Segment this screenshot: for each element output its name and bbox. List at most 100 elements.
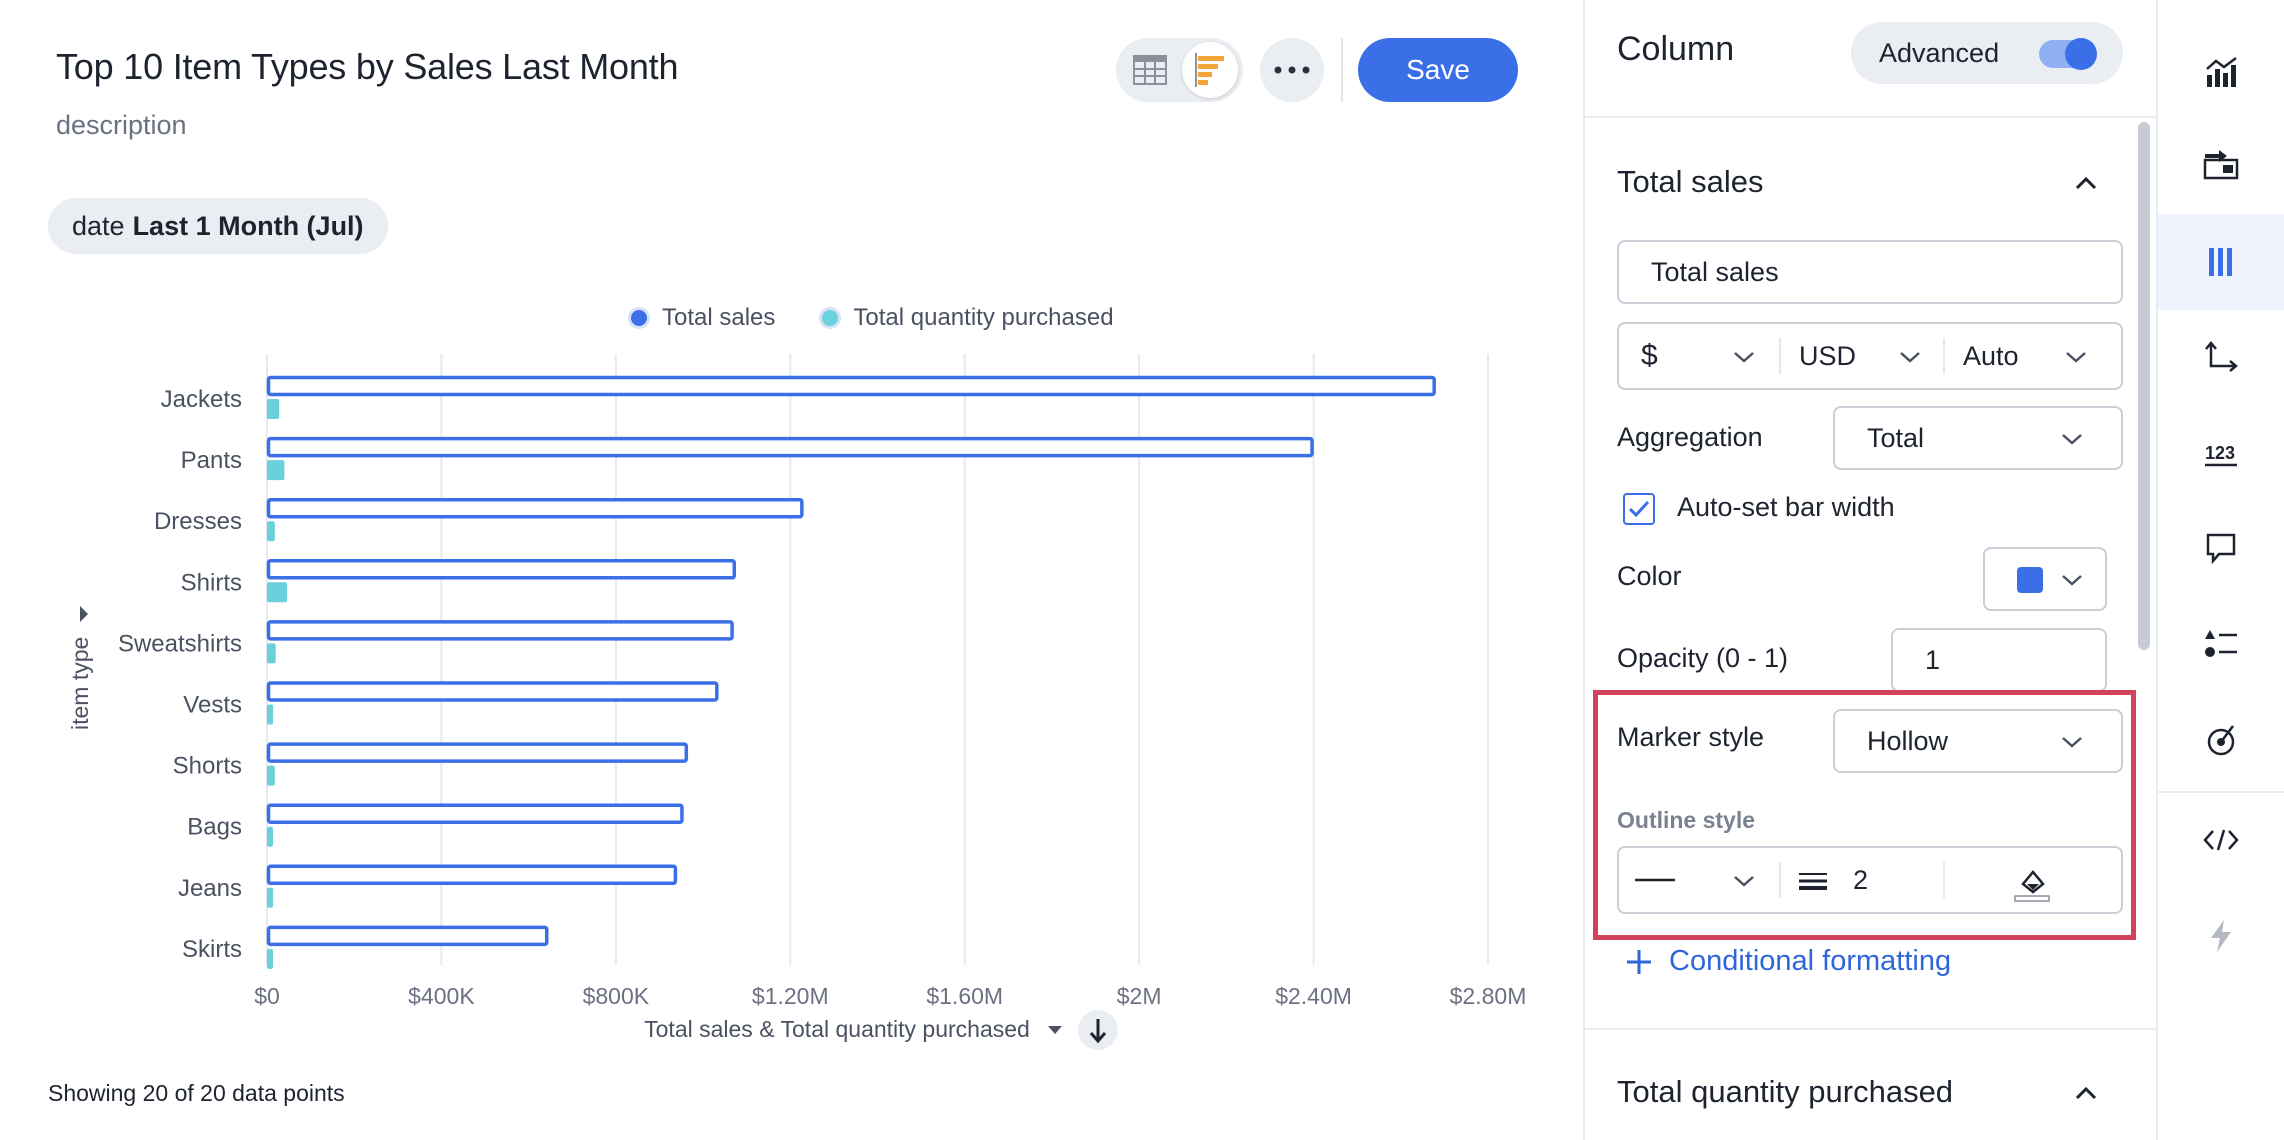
bar-total-quantity xyxy=(267,887,274,908)
bar-total-sales xyxy=(266,803,684,824)
column-name-input[interactable]: Total sales xyxy=(1617,240,2123,304)
autoset-bar-width-checkbox[interactable] xyxy=(1623,493,1655,525)
bar-total-quantity xyxy=(267,460,285,481)
y-tick-label: Vests xyxy=(183,692,242,719)
rail-configure-button[interactable] xyxy=(2158,116,2284,212)
bar-total-sales xyxy=(266,925,549,947)
bar-total-sales xyxy=(266,742,689,763)
chevron-up-icon[interactable] xyxy=(2071,168,2101,198)
bar-total-quantity xyxy=(267,643,276,664)
chart-description[interactable]: description xyxy=(56,110,187,140)
rail-number-button[interactable]: 123 xyxy=(2158,406,2284,502)
filter-key: date xyxy=(72,210,125,241)
tooltip-icon xyxy=(2206,533,2236,564)
y-tick-label: Pants xyxy=(181,447,242,474)
rail-tooltip-button[interactable] xyxy=(2158,500,2284,596)
y-tick-label: Shirts xyxy=(181,569,242,596)
x-tick-label: $2M xyxy=(1117,983,1162,1009)
bar-total-sales xyxy=(266,436,1314,458)
y-tick-label: Skirts xyxy=(182,936,242,963)
legend-dot-total-quantity xyxy=(819,307,842,329)
sort-arrow-head xyxy=(1089,1032,1107,1044)
bar-total-sales xyxy=(266,864,678,886)
lightning-icon xyxy=(2211,920,2231,952)
aggregation-select[interactable]: Total xyxy=(1833,406,2123,470)
marker-style-label: Marker style xyxy=(1617,722,1765,752)
chevron-down-icon[interactable] xyxy=(1899,350,1921,364)
line-width-value[interactable]: 2 xyxy=(1853,864,1869,895)
color-swatch xyxy=(2017,567,2043,593)
section-title-total-sales: Total sales xyxy=(1617,164,1764,199)
data-points-count: Showing 20 of 20 data points xyxy=(48,1080,345,1106)
line-width-icon xyxy=(1799,873,1827,890)
bar-total-sales xyxy=(266,497,804,519)
more-options-button[interactable] xyxy=(1260,38,1324,102)
currency-code[interactable]: USD xyxy=(1799,340,1857,371)
y-tick-label: Shorts xyxy=(173,753,242,780)
bar-total-sales xyxy=(266,681,719,702)
number-icon: 123 xyxy=(2205,443,2237,467)
opacity-input[interactable]: 1 xyxy=(1891,628,2107,692)
configure-icon xyxy=(2203,150,2239,180)
save-button[interactable]: Save xyxy=(1358,38,1518,102)
svg-text:123: 123 xyxy=(2205,443,2235,463)
bar-total-quantity xyxy=(267,521,275,542)
icon-rail: 123 xyxy=(2156,0,2284,1140)
autoset-bar-width-label: Auto-set bar width xyxy=(1677,492,1895,522)
bar-total-quantity xyxy=(267,948,273,969)
chevron-down-icon[interactable] xyxy=(2065,350,2087,364)
sort-button[interactable] xyxy=(1078,1010,1118,1050)
table-icon xyxy=(1133,55,1167,85)
rail-legend-button[interactable] xyxy=(2158,596,2284,692)
chevron-down-icon[interactable] xyxy=(1733,874,1755,888)
y-axis-caret-icon xyxy=(80,606,88,622)
rail-code-button[interactable] xyxy=(2158,792,2284,888)
chart-area: Top 10 Item Types by Sales Last Month de… xyxy=(48,38,1526,1106)
outline-style-group: 2 xyxy=(1617,846,2123,914)
conditional-formatting-link[interactable]: Conditional formatting xyxy=(1625,945,1951,978)
bar-chart-icon xyxy=(1195,53,1224,87)
x-tick-label: $1.60M xyxy=(926,983,1003,1009)
x-axis-caret-icon xyxy=(1048,1026,1062,1034)
color-label: Color xyxy=(1617,561,1682,591)
color-picker[interactable] xyxy=(1983,547,2107,611)
y-tick-label: Jeans xyxy=(178,875,242,902)
chevron-down-icon[interactable] xyxy=(1733,350,1755,364)
date-filter-chip[interactable]: date Last 1 Month (Jul) xyxy=(48,198,388,254)
rail-axes-button[interactable] xyxy=(2158,310,2284,406)
chart-view-button[interactable] xyxy=(1182,42,1238,98)
x-tick-label: $0 xyxy=(254,983,280,1009)
table-view-button[interactable] xyxy=(1122,42,1178,98)
number-format[interactable]: Auto xyxy=(1963,340,2019,371)
plus-icon xyxy=(1627,949,1651,974)
chevron-down-icon xyxy=(2062,434,2082,445)
view-toggle xyxy=(1116,38,1243,102)
bar-chart: $0 $400K $800K $1.20M $1.60M $2M $2.40M $2.80M J… xyxy=(67,354,1526,1050)
panel-scrollbar[interactable] xyxy=(2138,122,2150,650)
rail-columns-button[interactable] xyxy=(2158,214,2284,310)
currency-symbol[interactable]: $ xyxy=(1641,339,1658,372)
chevron-down-icon xyxy=(2062,575,2082,586)
chart-legend: Total sales Total quantity purchased xyxy=(628,304,1114,332)
line-style-icon[interactable] xyxy=(1635,878,1675,882)
aggregation-label: Aggregation xyxy=(1617,422,1763,452)
bar-total-quantity xyxy=(267,704,274,725)
panel-title: Column xyxy=(1617,30,1735,68)
rail-goal-button[interactable] xyxy=(2158,692,2284,788)
opacity-label: Opacity (0 - 1) xyxy=(1617,643,1789,673)
advanced-toggle[interactable]: Advanced xyxy=(1851,22,2123,84)
rail-chart-type-button[interactable] xyxy=(2158,24,2284,120)
rail-lightning-button[interactable] xyxy=(2158,888,2284,984)
fill-color-icon[interactable] xyxy=(2013,864,2051,902)
bar-total-sales xyxy=(266,620,734,641)
legend-item-total-quantity[interactable]: Total quantity purchased xyxy=(819,304,1114,332)
section-title-total-quantity: Total quantity purchased xyxy=(1617,1074,1954,1109)
legend-item-total-sales[interactable]: Total sales xyxy=(628,304,775,332)
rail-divider xyxy=(2158,791,2284,793)
advanced-label: Advanced xyxy=(1879,37,2000,68)
y-axis-title: item type xyxy=(67,637,93,730)
advanced-switch[interactable] xyxy=(2039,38,2097,70)
chevron-up-icon[interactable] xyxy=(2071,1078,2101,1108)
legend-label-total-quantity: Total quantity purchased xyxy=(853,304,1114,331)
marker-style-select[interactable]: Hollow xyxy=(1833,709,2123,773)
